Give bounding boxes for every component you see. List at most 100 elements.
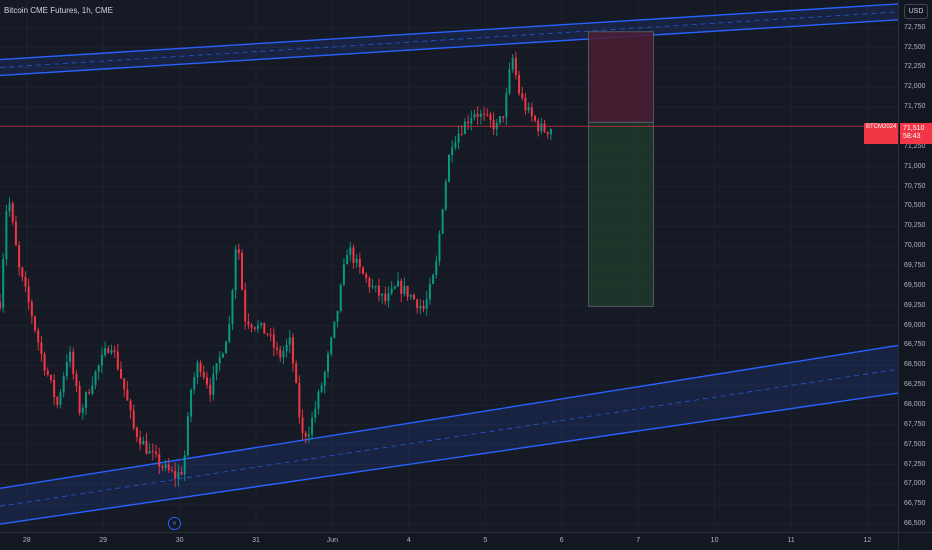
time-tick-label: 28 [22, 537, 31, 544]
price-tick-label: 68,750 [904, 341, 926, 349]
candle-body [199, 362, 202, 372]
candle-body [314, 408, 317, 418]
candle-body [75, 373, 78, 387]
candle-body [374, 285, 377, 287]
candle-body [161, 466, 164, 468]
candle-body [317, 391, 320, 409]
lower-channel-lower-line [0, 392, 898, 525]
price-tick-label: 70,000 [904, 242, 926, 250]
double-chevron-right-icon[interactable]: » [168, 517, 181, 530]
candle-body [151, 450, 154, 452]
candle-body [435, 261, 438, 275]
candle-body [393, 286, 396, 289]
price-tick-label: 69,750 [904, 262, 926, 269]
candle-body [84, 392, 87, 408]
candle-body [104, 348, 107, 356]
lower-channel-fill [0, 345, 898, 525]
candle-body [352, 247, 355, 263]
price-tick-label: 70,500 [904, 202, 926, 210]
price-chart[interactable] [0, 0, 898, 532]
chart-canvas[interactable]: Bitcoin CME Futures, 1h, CME BTCM2024 » [0, 0, 898, 532]
candle-body [304, 433, 307, 437]
candle-body [368, 278, 371, 288]
upper-channel-median-line [0, 11, 898, 68]
time-tick-label: 5 [483, 537, 488, 544]
currency-button[interactable]: USD [904, 4, 928, 19]
candle-body [460, 133, 463, 135]
candle-body [167, 464, 170, 471]
countdown-timer: 58:43 [903, 133, 921, 140]
candle-body [218, 357, 221, 364]
price-tick-label: 71,000 [904, 162, 926, 170]
price-scale[interactable]: 72,750 72,500 72,250 72,000 71,750 71,250 71,0… [898, 0, 932, 532]
price-tick-label: 66,750 [904, 500, 926, 508]
candle-body [384, 293, 387, 302]
price-tick-label: 68,250 [904, 381, 926, 389]
candle-body [397, 280, 400, 287]
candle-body [428, 283, 431, 300]
price-tick-label: 66,500 [904, 520, 926, 528]
candle-body [174, 470, 177, 479]
candle-body [40, 342, 43, 354]
candle-body [295, 363, 298, 384]
time-tick-label: 6 [559, 537, 564, 544]
candle-body [244, 289, 247, 322]
candle-body [362, 267, 365, 275]
candle-body [333, 321, 336, 338]
price-tick-label: 72,750 [904, 23, 926, 31]
candle-body [323, 372, 326, 386]
candle-body [543, 123, 546, 132]
candle-body [457, 133, 460, 143]
last-price-value: 71,510 [903, 125, 925, 132]
candle-body [260, 322, 263, 326]
candle-body [505, 93, 508, 118]
candle-body [272, 334, 275, 348]
stop-loss-zone [588, 31, 654, 123]
candle-body [69, 351, 72, 363]
candle-body [476, 113, 479, 117]
candle-body [422, 306, 425, 309]
time-tick-label: 4 [406, 537, 411, 544]
candle-body [241, 253, 244, 290]
candle-body [132, 410, 135, 428]
price-tick-label: 67,250 [904, 460, 926, 468]
candle-body [145, 440, 148, 454]
candle-body [514, 58, 517, 75]
candle-body [502, 116, 505, 118]
time-tick-label: 10 [710, 537, 719, 544]
candle-body [78, 386, 81, 413]
candle-body [518, 74, 521, 94]
candle-body [190, 389, 193, 417]
time-tick-label: 7 [636, 537, 641, 544]
price-tick-label: 72,250 [904, 63, 926, 71]
candle-body [467, 121, 470, 124]
candle-body [524, 97, 527, 111]
candle-body [202, 371, 205, 378]
candle-body [416, 299, 419, 309]
candle-body [186, 416, 189, 456]
candle-body [62, 376, 65, 393]
candle-body [123, 378, 126, 390]
candle-body [400, 280, 403, 294]
candle-body [120, 369, 123, 379]
candle-body [250, 324, 253, 328]
price-tick-label: 68,000 [904, 400, 926, 408]
candle-body [180, 472, 183, 475]
candle-body [97, 365, 100, 372]
time-scale[interactable]: 28 29 30 31 Jun 4 5 6 7 10 11 12 [0, 532, 898, 550]
upper-channel-upper-line [0, 3, 898, 61]
candle-body [221, 353, 224, 358]
candle-body [59, 392, 62, 405]
candle-body [403, 286, 406, 294]
candle-body [14, 221, 17, 246]
candle-body [479, 113, 482, 117]
candle-body [100, 355, 103, 366]
candle-body [371, 286, 374, 288]
lower-channel-median-line [0, 368, 898, 507]
candle-body [142, 440, 145, 445]
candle-body [65, 362, 68, 377]
candle-body [492, 119, 495, 130]
candle-body [2, 259, 5, 309]
candle-body [521, 93, 524, 98]
candle-body [358, 258, 361, 268]
